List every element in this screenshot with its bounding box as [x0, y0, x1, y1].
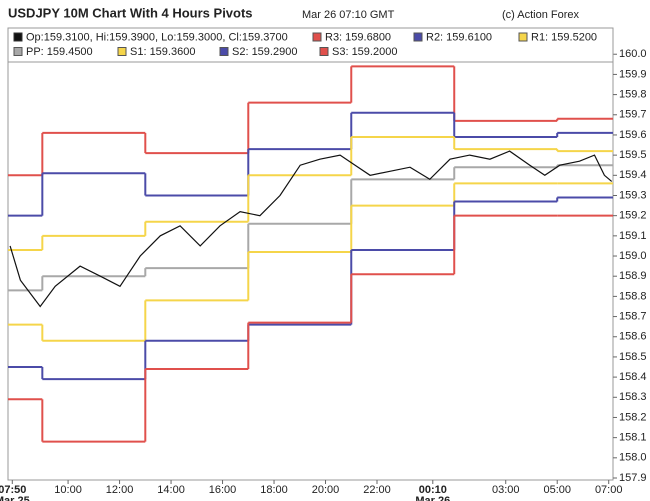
x-tick-label: 22:00 — [363, 484, 391, 496]
x-tick-label: 03:00 — [492, 484, 520, 496]
date-label: Mar 25 — [0, 495, 30, 501]
y-tick-label: 158.2 — [619, 411, 647, 423]
x-tick-label: 10:00 — [54, 484, 82, 496]
y-tick-label: 159.0 — [619, 250, 647, 262]
x-tick-label: 12:00 — [106, 484, 134, 496]
legend-swatch — [319, 47, 329, 56]
y-tick-label: 157.9 — [619, 472, 647, 484]
y-tick-label: 159.7 — [619, 109, 647, 121]
y-tick-label: 158.9 — [619, 270, 647, 282]
y-tick-label: 159.2 — [619, 210, 647, 222]
y-tick-label: 159.3 — [619, 189, 647, 201]
x-tick-label: 20:00 — [312, 484, 340, 496]
y-tick-label: 159.5 — [619, 149, 647, 161]
chart-title: USDJPY 10M Chart With 4 Hours Pivots — [8, 5, 253, 20]
y-tick-label: 159.1 — [619, 230, 647, 242]
legend-label: R2: 159.6100 — [426, 31, 492, 43]
price-line — [9, 150, 613, 308]
legend-swatch — [219, 47, 229, 56]
legend-label: PP: 159.4500 — [26, 46, 93, 58]
y-tick-label: 158.7 — [619, 310, 647, 322]
legend-swatch — [312, 32, 322, 42]
legend-label: R1: 159.5200 — [531, 31, 597, 43]
x-tick-label: 18:00 — [260, 484, 288, 496]
date-label: Mar 26 — [415, 495, 450, 501]
y-tick-label: 159.9 — [619, 68, 647, 80]
y-tick-label: 158.3 — [619, 391, 647, 403]
legend-swatch — [518, 32, 528, 42]
y-tick-label: 159.8 — [619, 88, 647, 100]
legend-swatch — [13, 32, 23, 42]
x-tick-label: 07:00 — [595, 484, 623, 496]
y-tick-label: 158.8 — [619, 290, 647, 302]
legend-box — [7, 27, 614, 63]
y-tick-label: 160.0 — [619, 48, 647, 60]
legend-swatch — [117, 47, 127, 56]
y-tick-label: 158.6 — [619, 331, 647, 343]
ohlc-text: Op:159.3100, Hi:159.3900, Lo:159.3000, C… — [26, 31, 288, 43]
legend-label: R3: 159.6800 — [325, 31, 391, 43]
y-tick-label: 158.1 — [619, 432, 647, 444]
x-tick-label: 00:10 — [419, 484, 447, 496]
y-tick-label: 158.5 — [619, 351, 647, 363]
credit: (c) Action Forex — [502, 9, 580, 21]
legend-label: S2: 159.2900 — [232, 46, 297, 58]
x-tick-label: 16:00 — [209, 484, 237, 496]
y-tick-label: 158.0 — [619, 452, 647, 464]
timestamp: Mar 26 07:10 GMT — [302, 9, 395, 21]
y-tick-label: 159.4 — [619, 169, 647, 181]
legend-swatch — [413, 32, 423, 42]
y-tick-label: 159.6 — [619, 129, 647, 141]
legend-label: S3: 159.2000 — [332, 46, 397, 58]
legend-label: S1: 159.3600 — [130, 46, 195, 58]
y-tick-label: 158.4 — [619, 371, 647, 383]
plot-frame — [7, 27, 614, 481]
x-tick-label: 05:00 — [543, 484, 571, 496]
x-tick-label: 14:00 — [157, 484, 185, 496]
x-tick-label: 07:50 — [0, 484, 26, 496]
legend-swatch — [13, 47, 23, 56]
